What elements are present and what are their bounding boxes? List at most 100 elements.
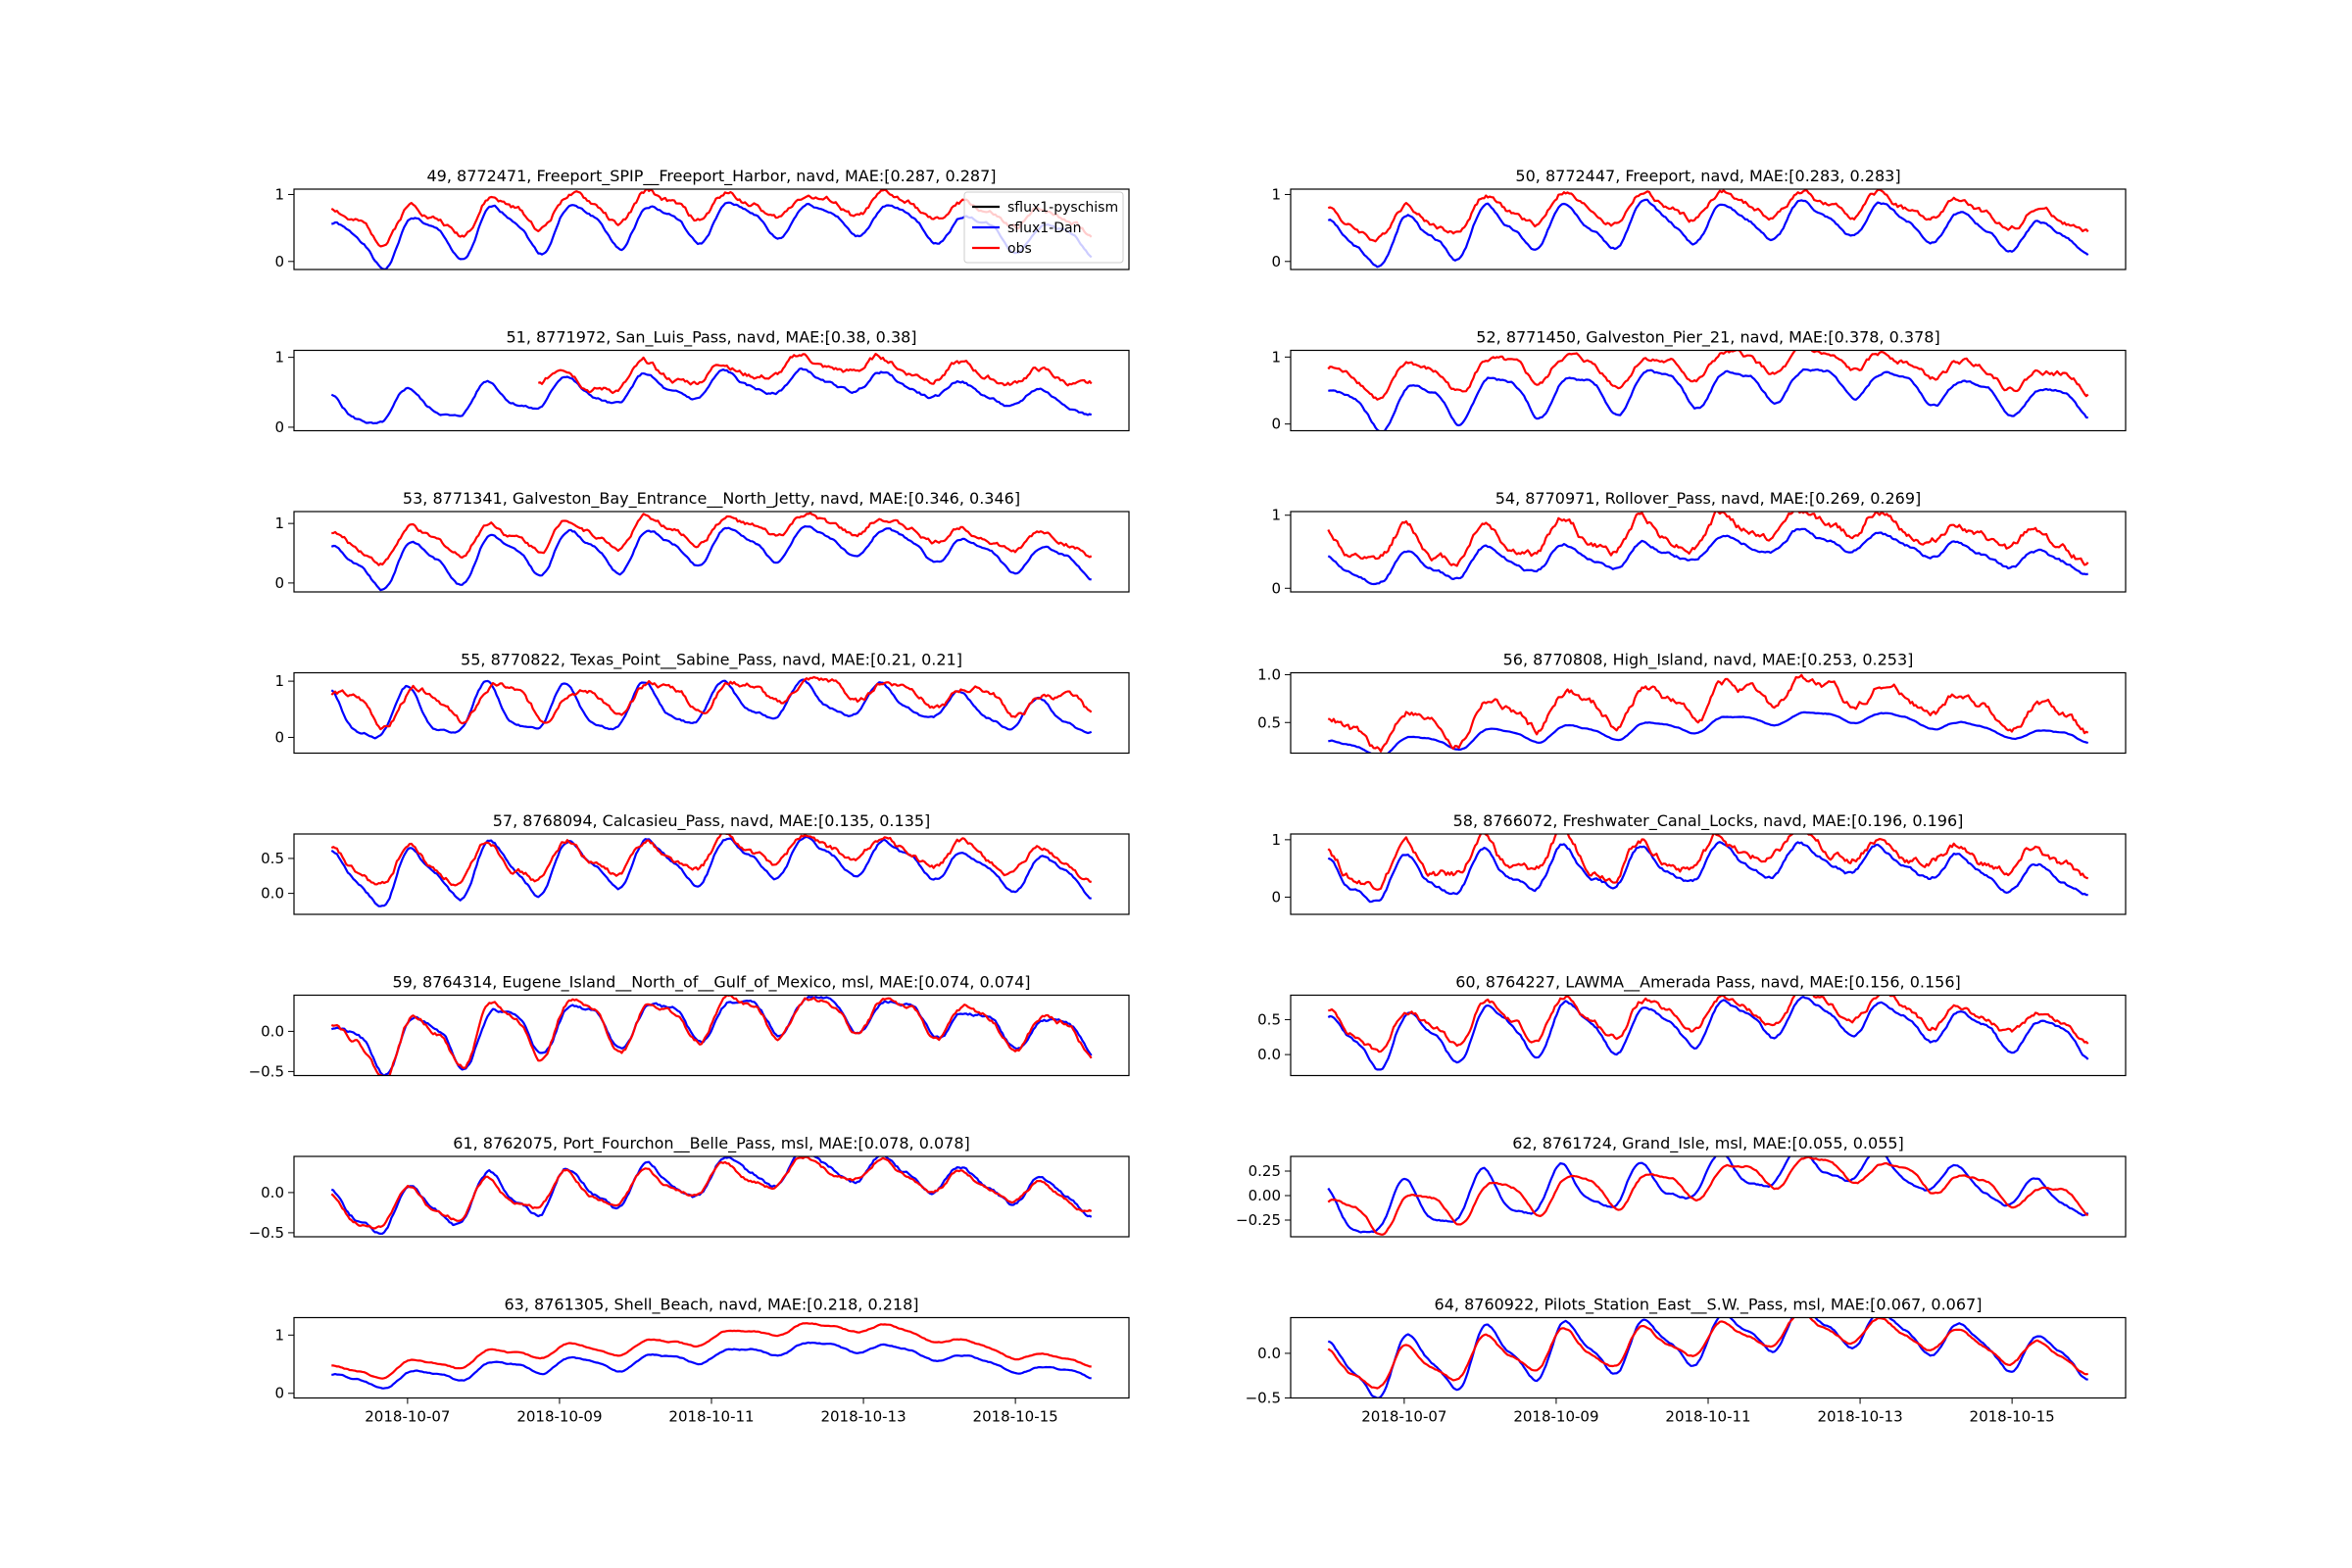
legend: sflux1-pyschism sflux1-Dan obs bbox=[963, 191, 1124, 264]
subplot-title: 49, 8772471, Freeport_SPIP__Freeport_Har… bbox=[427, 167, 997, 186]
axes-frame bbox=[1290, 511, 2127, 593]
x-tick-label: 2018-10-13 bbox=[1817, 1408, 1902, 1426]
subplot-title: 53, 8771341, Galveston_Bay_Entrance__Nor… bbox=[403, 489, 1020, 509]
series-line-obs bbox=[330, 1156, 1093, 1230]
legend-box bbox=[963, 191, 1124, 264]
axes-frame bbox=[293, 1316, 1130, 1399]
series-line-sflux1-dan bbox=[330, 835, 1092, 907]
subplot-2: 51, 8771972, San_Luis_Pass, navd, MAE:[0… bbox=[274, 328, 1130, 436]
axes-frame bbox=[293, 511, 1130, 593]
series-group bbox=[1327, 512, 2089, 586]
y-tick-label: 0 bbox=[274, 574, 284, 592]
y-tick-label: 0 bbox=[1271, 579, 1281, 597]
subplot-14: 63, 8761305, Shell_Beach, navd, MAE:[0.2… bbox=[274, 1296, 1130, 1426]
subplot-4: 53, 8771341, Galveston_Bay_Entrance__Nor… bbox=[274, 489, 1130, 593]
series-group bbox=[1327, 350, 2089, 431]
y-tick-label: 0 bbox=[1271, 888, 1281, 906]
y-tick-label: 1.0 bbox=[1257, 665, 1281, 683]
y-tick-label: 1 bbox=[274, 349, 284, 367]
y-tick-label: 0 bbox=[274, 728, 284, 746]
series-line-sflux1-dan bbox=[1328, 710, 2089, 754]
subplot-0: 49, 8772471, Freeport_SPIP__Freeport_Har… bbox=[274, 167, 1130, 270]
series-line-obs bbox=[330, 995, 1093, 1076]
x-tick-label: 2018-10-07 bbox=[1361, 1408, 1446, 1426]
subplot-title: 51, 8771972, San_Luis_Pass, navd, MAE:[0… bbox=[506, 328, 916, 348]
x-tick-label: 2018-10-15 bbox=[1970, 1408, 2055, 1426]
subplot-title: 61, 8762075, Port_Fourchon__Belle_Pass, … bbox=[453, 1134, 970, 1153]
series-line-obs bbox=[331, 1322, 1092, 1380]
subplot-10: 59, 8764314, Eugene_Island__North_of__Gu… bbox=[249, 973, 1130, 1080]
axes-frame bbox=[293, 994, 1130, 1077]
y-tick-label: 0 bbox=[274, 253, 284, 270]
axes-frame bbox=[1290, 1155, 2127, 1238]
y-tick-label: 1 bbox=[1271, 507, 1281, 524]
series-group bbox=[1327, 1156, 2089, 1236]
y-tick-label: 0.0 bbox=[261, 1184, 284, 1201]
subplot-title: 63, 8761305, Shell_Beach, navd, MAE:[0.2… bbox=[505, 1296, 919, 1315]
y-tick-label: 1 bbox=[1271, 185, 1281, 203]
legend-label: obs bbox=[1007, 241, 1032, 257]
axes-frame bbox=[1290, 1316, 2127, 1399]
subplot-title: 55, 8770822, Texas_Point__Sabine_Pass, n… bbox=[461, 651, 962, 670]
y-tick-label: 0 bbox=[1271, 253, 1281, 270]
subplot-1: 50, 8772447, Freeport, navd, MAE:[0.283,… bbox=[1271, 167, 2127, 270]
subplot-15: 64, 8760922, Pilots_Station_East__S.W._P… bbox=[1246, 1296, 2127, 1426]
y-tick-label: 1 bbox=[274, 672, 284, 690]
y-tick-label: 0.0 bbox=[1257, 1345, 1281, 1362]
y-tick-label: 0.00 bbox=[1249, 1187, 1281, 1204]
x-tick-label: 2018-10-09 bbox=[1513, 1408, 1598, 1426]
y-tick-label: 0.5 bbox=[261, 850, 284, 867]
series-group bbox=[330, 995, 1093, 1076]
x-tick-label: 2018-10-09 bbox=[516, 1408, 602, 1426]
axes-frame bbox=[293, 188, 1130, 270]
series-group bbox=[1327, 189, 2089, 269]
y-tick-label: 0.0 bbox=[261, 885, 284, 903]
series-group bbox=[330, 1156, 1093, 1235]
axes-frame bbox=[1290, 833, 2127, 915]
y-tick-label: 1 bbox=[274, 1326, 284, 1344]
y-tick-label: 0.5 bbox=[1257, 1010, 1281, 1028]
x-tick-label: 2018-10-15 bbox=[973, 1408, 1058, 1426]
x-tick-label: 2018-10-07 bbox=[365, 1408, 450, 1426]
y-tick-label: −0.25 bbox=[1236, 1211, 1281, 1229]
series-line-obs bbox=[1327, 350, 2089, 401]
series-group bbox=[331, 1322, 1092, 1390]
subplot-3: 52, 8771450, Galveston_Pier_21, navd, MA… bbox=[1271, 328, 2127, 433]
subplot-grid: 49, 8772471, Freeport_SPIP__Freeport_Har… bbox=[249, 167, 2127, 1426]
subplot-title: 60, 8764227, LAWMA__Amerada Pass, navd, … bbox=[1455, 973, 1961, 993]
y-tick-label: 0 bbox=[1271, 416, 1281, 433]
series-line-obs bbox=[1327, 189, 2089, 243]
subplot-title: 56, 8770808, High_Island, navd, MAE:[0.2… bbox=[1503, 651, 1914, 670]
series-line-sflux1-dan bbox=[330, 367, 1093, 425]
series-group bbox=[1327, 995, 2089, 1071]
series-line-obs bbox=[1327, 1317, 2088, 1390]
subplot-12: 61, 8762075, Port_Fourchon__Belle_Pass, … bbox=[249, 1134, 1130, 1242]
series-line-obs bbox=[1327, 673, 2089, 753]
x-tick-label: 2018-10-11 bbox=[1665, 1408, 1750, 1426]
y-tick-label: 0.25 bbox=[1249, 1162, 1281, 1180]
axes-frame bbox=[293, 671, 1130, 755]
series-line-obs bbox=[331, 512, 1093, 566]
x-tick-label: 2018-10-11 bbox=[668, 1408, 754, 1426]
subplot-title: 62, 8761724, Grand_Isle, msl, MAE:[0.055… bbox=[1512, 1134, 1904, 1153]
series-line-sflux1-dan bbox=[1328, 368, 2088, 431]
subplot-6: 55, 8770822, Texas_Point__Sabine_Pass, n… bbox=[274, 651, 1130, 755]
series-line-sflux1-dan bbox=[330, 1156, 1093, 1235]
x-tick-label: 2018-10-13 bbox=[820, 1408, 906, 1426]
subplot-9: 58, 8766072, Freshwater_Canal_Locks, nav… bbox=[1271, 811, 2127, 915]
subplot-title: 59, 8764314, Eugene_Island__North_of__Gu… bbox=[392, 973, 1030, 993]
series-line-obs bbox=[537, 353, 1093, 395]
axes-frame bbox=[1290, 671, 2127, 755]
y-tick-label: −0.5 bbox=[249, 1224, 284, 1242]
axes-frame bbox=[293, 349, 1130, 432]
series-line-obs bbox=[330, 675, 1093, 731]
subplot-8: 57, 8768094, Calcasieu_Pass, navd, MAE:[… bbox=[261, 811, 1130, 915]
subplot-title: 57, 8768094, Calcasieu_Pass, navd, MAE:[… bbox=[493, 811, 931, 831]
subplot-5: 54, 8770971, Rollover_Pass, navd, MAE:[0… bbox=[1271, 489, 2127, 597]
legend-label: sflux1-Dan bbox=[1007, 220, 1081, 236]
y-tick-label: 0.5 bbox=[1257, 713, 1281, 731]
y-tick-label: 0 bbox=[274, 418, 284, 436]
series-line-sflux1-dan bbox=[1327, 996, 2089, 1071]
subplot-11: 60, 8764227, LAWMA__Amerada Pass, navd, … bbox=[1257, 973, 2127, 1077]
